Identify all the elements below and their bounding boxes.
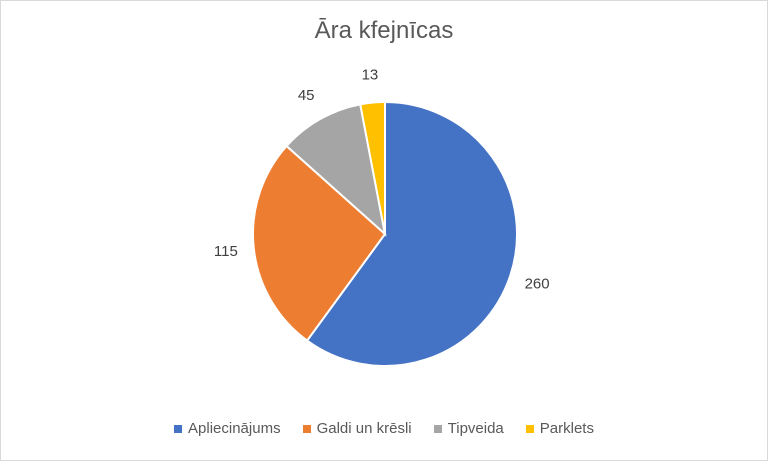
- legend-label: Apliecinājums: [188, 420, 281, 437]
- legend-item: Parklets: [525, 420, 594, 437]
- legend-swatch: [174, 424, 183, 433]
- pie-slice-apliecinājums: [305, 100, 518, 367]
- legend-swatch: [302, 424, 311, 433]
- legend: Apliecinājums Galdi un krēsli Tipveida Park…: [1, 420, 767, 437]
- legend-swatch: [433, 424, 442, 433]
- data-label: 260: [525, 276, 550, 293]
- legend-label: Galdi un krēsli: [316, 420, 412, 437]
- legend-label: Tipveida: [447, 420, 504, 437]
- legend-item: Galdi un krēsli: [302, 420, 412, 437]
- legend-swatch: [525, 424, 534, 433]
- legend-item: Apliecinājums: [174, 420, 281, 437]
- pie-slice-tipveida: [285, 103, 387, 237]
- data-label: 13: [362, 67, 379, 84]
- legend-item: Tipveida: [433, 420, 504, 437]
- data-label: 115: [214, 243, 238, 260]
- legend-label: Parklets: [539, 420, 594, 437]
- pie-slice-galdi-un-krēsli: [252, 144, 387, 342]
- chart-title: Āra kfejnīcas: [314, 17, 454, 44]
- data-label: 45: [298, 87, 315, 104]
- pie-slice-parklets: [359, 100, 386, 235]
